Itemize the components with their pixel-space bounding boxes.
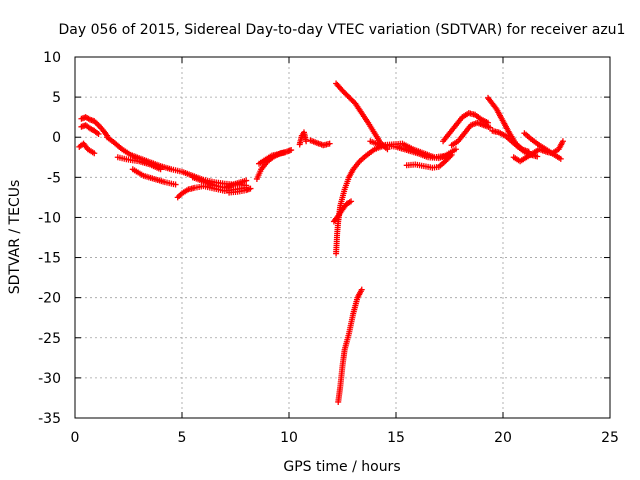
data-point <box>448 151 455 158</box>
y-tick-label: -35 <box>38 411 61 427</box>
data-point <box>326 140 333 147</box>
data-point <box>172 181 179 188</box>
y-axis: -35 -30 -25 -20 -15 -10 -5 0 5 10 <box>38 50 610 427</box>
data-point <box>534 153 541 160</box>
plot-frame <box>74 56 611 419</box>
y-axis-title: SDTVAR / TECUs <box>7 180 23 295</box>
grid <box>75 57 610 418</box>
data-point <box>281 149 288 156</box>
plot-points <box>76 80 566 405</box>
data-point <box>157 166 164 173</box>
data-point <box>358 286 365 293</box>
data-point <box>95 131 102 138</box>
data-point <box>559 138 566 145</box>
chart-title: Day 056 of 2015, Sidereal Day-to-day VTE… <box>59 22 626 38</box>
x-tick-label: 0 <box>71 430 80 446</box>
x-tick-label: 15 <box>387 430 405 446</box>
x-tick-label: 25 <box>601 430 619 446</box>
x-axis-title: GPS time / hours <box>283 459 400 475</box>
data-point <box>557 155 564 162</box>
y-tick-label: -25 <box>38 331 61 347</box>
data-point <box>452 146 459 153</box>
y-tick-label: -30 <box>38 371 61 387</box>
x-tick-label: 10 <box>280 430 298 446</box>
x-tick-label: 5 <box>178 430 187 446</box>
x-axis: 0 5 10 15 20 25 <box>71 57 619 446</box>
data-point <box>288 147 295 154</box>
y-tick-label: 10 <box>43 50 61 66</box>
data-point <box>243 177 250 184</box>
y-tick-label: -15 <box>38 251 61 267</box>
x-tick-label: 20 <box>494 430 512 446</box>
data-point <box>447 153 454 160</box>
y-tick-label: 5 <box>52 90 61 106</box>
y-tick-label: -10 <box>38 210 61 226</box>
data-point <box>487 124 494 131</box>
y-tick-label: -20 <box>38 291 61 307</box>
data-point <box>348 198 355 205</box>
data-point <box>91 150 98 157</box>
y-tick-label: 0 <box>52 130 61 146</box>
y-tick-label: -5 <box>47 170 61 186</box>
data-point <box>303 138 310 145</box>
data-point <box>247 185 254 192</box>
